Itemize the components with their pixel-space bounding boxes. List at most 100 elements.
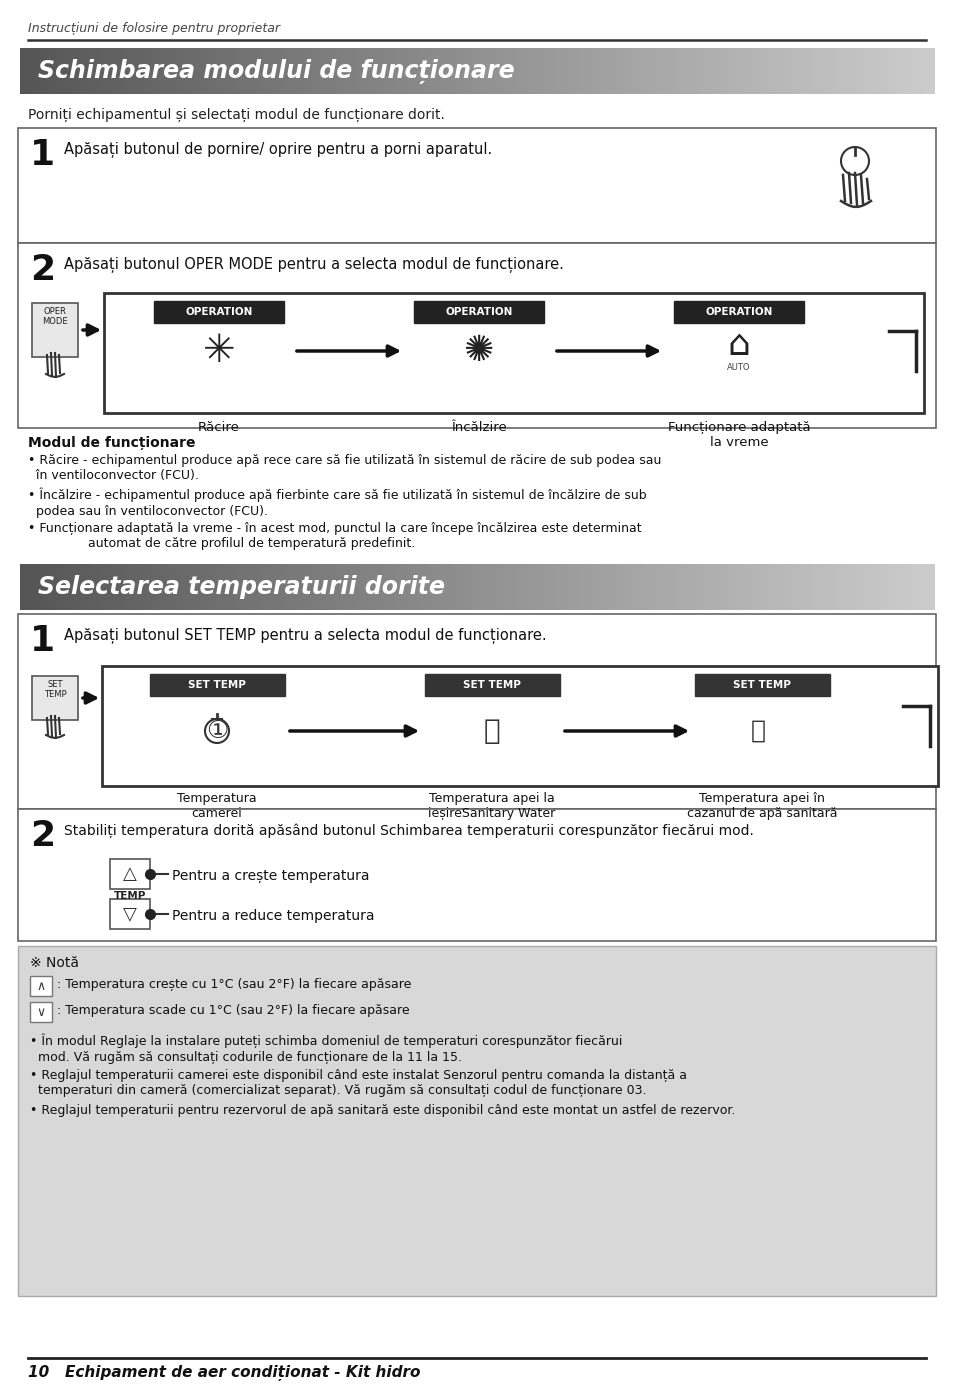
Bar xyxy=(627,48,633,94)
Bar xyxy=(271,48,276,94)
Bar xyxy=(659,48,664,94)
Bar xyxy=(413,48,418,94)
Bar xyxy=(540,48,546,94)
Bar xyxy=(833,564,838,610)
Bar xyxy=(760,48,765,94)
Bar xyxy=(203,48,208,94)
Bar xyxy=(540,564,546,610)
Bar xyxy=(157,48,163,94)
Bar xyxy=(267,48,272,94)
Bar xyxy=(851,564,857,610)
Bar xyxy=(599,564,605,610)
Bar xyxy=(640,564,646,610)
Text: 2: 2 xyxy=(30,253,55,287)
Bar xyxy=(787,564,793,610)
Bar xyxy=(372,564,377,610)
Bar xyxy=(846,564,852,610)
Bar xyxy=(321,48,327,94)
Bar xyxy=(655,48,660,94)
Text: SET TEMP: SET TEMP xyxy=(732,680,790,690)
Bar xyxy=(805,564,811,610)
Text: △: △ xyxy=(123,865,137,883)
Bar xyxy=(102,564,108,610)
Bar xyxy=(290,48,294,94)
Bar xyxy=(226,48,231,94)
Bar xyxy=(107,564,112,610)
Bar xyxy=(203,564,208,610)
Bar xyxy=(550,564,555,610)
Text: : Temperatura scade cu 1°C (sau 2°F) la fiecare apăsare: : Temperatura scade cu 1°C (sau 2°F) la … xyxy=(57,1004,409,1016)
Bar xyxy=(700,48,706,94)
Bar xyxy=(609,48,615,94)
Bar xyxy=(573,564,578,610)
Bar xyxy=(650,564,656,610)
Bar xyxy=(20,564,26,610)
Bar xyxy=(431,48,436,94)
Text: 2: 2 xyxy=(30,819,55,853)
Bar xyxy=(93,564,98,610)
Text: Instrucțiuni de folosire pentru proprietar: Instrucțiuni de folosire pentru propriet… xyxy=(28,22,280,35)
Bar xyxy=(139,48,144,94)
Bar xyxy=(449,48,455,94)
Bar xyxy=(79,48,85,94)
Bar xyxy=(536,564,541,610)
Bar xyxy=(148,48,153,94)
Bar xyxy=(495,564,500,610)
Bar xyxy=(61,564,67,610)
Bar xyxy=(577,564,582,610)
Bar xyxy=(591,564,597,610)
Bar xyxy=(527,48,533,94)
Bar xyxy=(568,564,574,610)
Bar xyxy=(417,48,423,94)
Bar xyxy=(897,48,902,94)
Bar xyxy=(431,564,436,610)
Text: Funcționare adaptată
la vreme: Funcționare adaptată la vreme xyxy=(667,421,809,449)
Bar xyxy=(737,48,742,94)
Text: 1: 1 xyxy=(30,624,55,658)
Text: OPERATION: OPERATION xyxy=(445,307,512,316)
Bar xyxy=(458,564,464,610)
Bar xyxy=(380,564,386,610)
Bar xyxy=(198,564,204,610)
Bar xyxy=(522,564,528,610)
Bar xyxy=(856,48,861,94)
Bar xyxy=(32,302,78,357)
Bar xyxy=(180,564,185,610)
Bar xyxy=(454,564,459,610)
Bar xyxy=(321,564,327,610)
Bar xyxy=(175,564,181,610)
Bar xyxy=(705,48,710,94)
Text: Pentru a crește temperatura: Pentru a crește temperatura xyxy=(172,869,369,883)
Bar xyxy=(823,564,829,610)
Bar xyxy=(819,48,824,94)
Bar xyxy=(354,564,358,610)
Bar xyxy=(166,48,172,94)
Bar xyxy=(20,48,26,94)
Bar xyxy=(257,564,263,610)
Bar xyxy=(424,673,559,696)
Bar xyxy=(454,48,459,94)
Bar xyxy=(787,48,793,94)
Bar xyxy=(915,48,921,94)
Bar xyxy=(663,564,669,610)
Bar xyxy=(905,48,911,94)
Text: OPERATION: OPERATION xyxy=(185,307,253,316)
Bar xyxy=(764,48,770,94)
Bar xyxy=(102,666,937,785)
Text: Temperatura
camerei: Temperatura camerei xyxy=(177,792,256,820)
Bar xyxy=(18,615,935,809)
Bar xyxy=(673,564,679,610)
Bar xyxy=(66,564,71,610)
Bar xyxy=(38,48,44,94)
Bar xyxy=(262,564,268,610)
Bar xyxy=(841,48,847,94)
Bar xyxy=(71,48,75,94)
Bar xyxy=(30,1002,52,1022)
Bar xyxy=(230,48,235,94)
Bar xyxy=(691,564,697,610)
Bar xyxy=(709,564,715,610)
Bar xyxy=(531,48,537,94)
Text: Schimbarea modului de funcționare: Schimbarea modului de funcționare xyxy=(38,59,514,84)
Bar xyxy=(152,564,158,610)
Bar xyxy=(746,564,751,610)
